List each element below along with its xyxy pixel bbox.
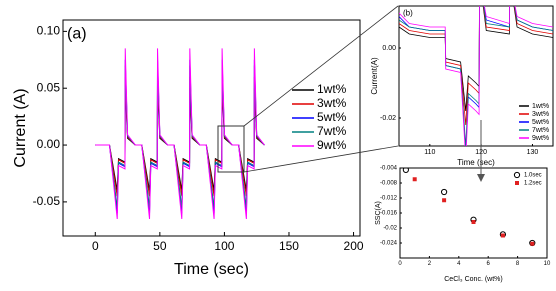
y-tick-label: -0.02 bbox=[380, 115, 396, 122]
x-tick-label: 130 bbox=[527, 149, 539, 156]
x-tick-label: 100 bbox=[214, 239, 234, 253]
legend-label: 5wt% bbox=[532, 119, 549, 126]
x-tick-label: 4 bbox=[457, 261, 461, 267]
legend-label: 3wt% bbox=[317, 96, 347, 110]
panel-label: (b) bbox=[403, 8, 413, 17]
plot-area bbox=[398, 5, 554, 147]
y-tick-label: 0.00 bbox=[37, 137, 61, 151]
y-tick-label: 0.00 bbox=[382, 45, 396, 52]
legend-label: 7wt% bbox=[532, 127, 549, 134]
zoom-connector bbox=[243, 5, 399, 127]
series-line bbox=[95, 48, 265, 220]
y-axis-label: SSC(A) bbox=[375, 201, 382, 225]
x-tick-label: 110 bbox=[424, 149, 435, 156]
x-axis-label: Time (sec) bbox=[457, 158, 495, 167]
series-line bbox=[399, 6, 553, 112]
y-tick-label: -0.02 bbox=[383, 226, 397, 232]
legend-label: 1.0sec bbox=[524, 173, 542, 179]
point bbox=[442, 198, 447, 203]
y-tick-label: -0.004 bbox=[380, 166, 398, 172]
x-tick-label: 6 bbox=[487, 261, 491, 267]
zoom-box bbox=[217, 125, 245, 173]
y-tick-label: -0.008 bbox=[380, 181, 398, 187]
x-axis-label: CeCl₃ Conc. (wt%) bbox=[444, 276, 502, 283]
series-line bbox=[399, 6, 553, 126]
point bbox=[500, 233, 505, 238]
legend-label: 5wt% bbox=[317, 110, 347, 124]
plot-area bbox=[399, 167, 548, 259]
y-tick-label: -0.024 bbox=[380, 241, 398, 247]
point bbox=[513, 171, 521, 179]
plot-marks bbox=[399, 6, 553, 146]
x-tick-label: 8 bbox=[516, 261, 520, 267]
zoom-connector bbox=[243, 145, 399, 173]
y-tick-label: 0.10 bbox=[37, 24, 61, 38]
point bbox=[515, 181, 519, 185]
series-line bbox=[399, 6, 553, 146]
y-tick-label: 0.05 bbox=[37, 80, 61, 94]
plot-marks bbox=[402, 168, 536, 247]
legend-label: 1.2sec bbox=[524, 181, 542, 187]
point bbox=[402, 168, 409, 173]
legend-label: 9wt% bbox=[532, 135, 549, 142]
x-tick-label: 2 bbox=[428, 261, 432, 267]
x-tick-label: 150 bbox=[279, 239, 299, 253]
y-tick-label: -0.05 bbox=[33, 194, 61, 208]
y-tick-label: -0.012 bbox=[380, 196, 398, 202]
x-tick-label: 200 bbox=[344, 239, 364, 253]
y-axis-label: Current (A) bbox=[12, 88, 29, 167]
y-axis-label: Current(A) bbox=[370, 57, 379, 95]
legend-label: 3wt% bbox=[532, 111, 549, 118]
point bbox=[471, 220, 476, 224]
point bbox=[441, 188, 448, 196]
point bbox=[412, 177, 417, 182]
legend-label: 1wt% bbox=[317, 82, 347, 96]
point bbox=[530, 241, 535, 246]
arrow-head bbox=[477, 174, 485, 182]
legend-label: 9wt% bbox=[317, 138, 347, 152]
y-tick-label: -0.016 bbox=[380, 211, 398, 217]
plot-marks bbox=[95, 48, 265, 220]
series-line bbox=[399, 6, 553, 146]
x-axis-label: Time (sec) bbox=[174, 261, 249, 278]
panel-label: (a) bbox=[67, 26, 87, 43]
legend-label: 7wt% bbox=[317, 124, 347, 138]
x-tick-label: 50 bbox=[153, 239, 167, 253]
x-tick-label: 10 bbox=[544, 261, 551, 267]
plot-area bbox=[62, 19, 361, 237]
legend-label: 1wt% bbox=[532, 103, 549, 110]
x-tick-label: 0 bbox=[398, 261, 402, 267]
x-tick-label: 0 bbox=[92, 239, 99, 253]
